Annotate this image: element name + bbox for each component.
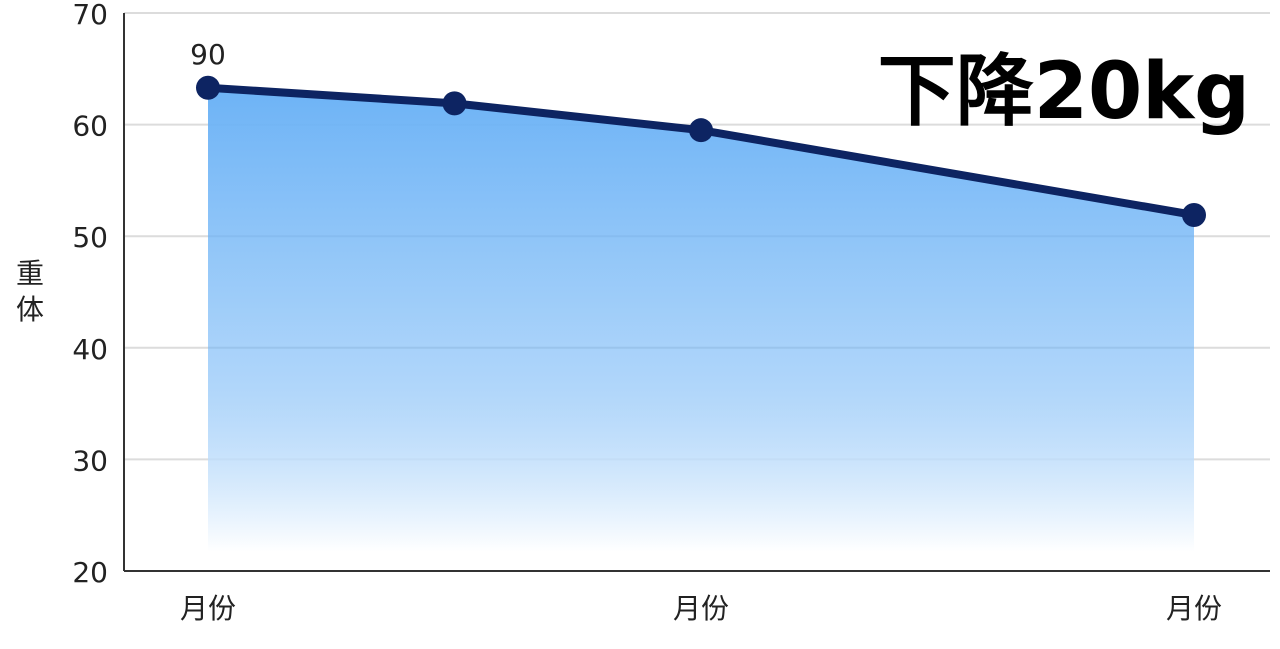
- annotation-text: 下降20kg: [878, 47, 1250, 137]
- y-axis-label: 重体: [16, 257, 44, 326]
- data-label: 90: [190, 38, 226, 71]
- area-fill: [208, 87, 1194, 552]
- x-tick-label: 月份: [1166, 592, 1222, 625]
- data-point: [196, 75, 220, 100]
- y-tick-label: 40: [72, 333, 108, 366]
- x-tick-label: 月份: [180, 592, 236, 625]
- y-tick-label: 60: [72, 110, 108, 143]
- series-line: [207, 83, 1195, 219]
- x-tick-label: 月份: [673, 592, 729, 625]
- y-tick-label: 70: [72, 0, 108, 31]
- data-point: [1182, 202, 1206, 227]
- data-point: [689, 118, 713, 143]
- y-tick-label: 50: [72, 221, 108, 254]
- y-tick-label: 30: [72, 444, 108, 477]
- y-tick-label: 20: [72, 556, 108, 589]
- data-point: [442, 91, 467, 116]
